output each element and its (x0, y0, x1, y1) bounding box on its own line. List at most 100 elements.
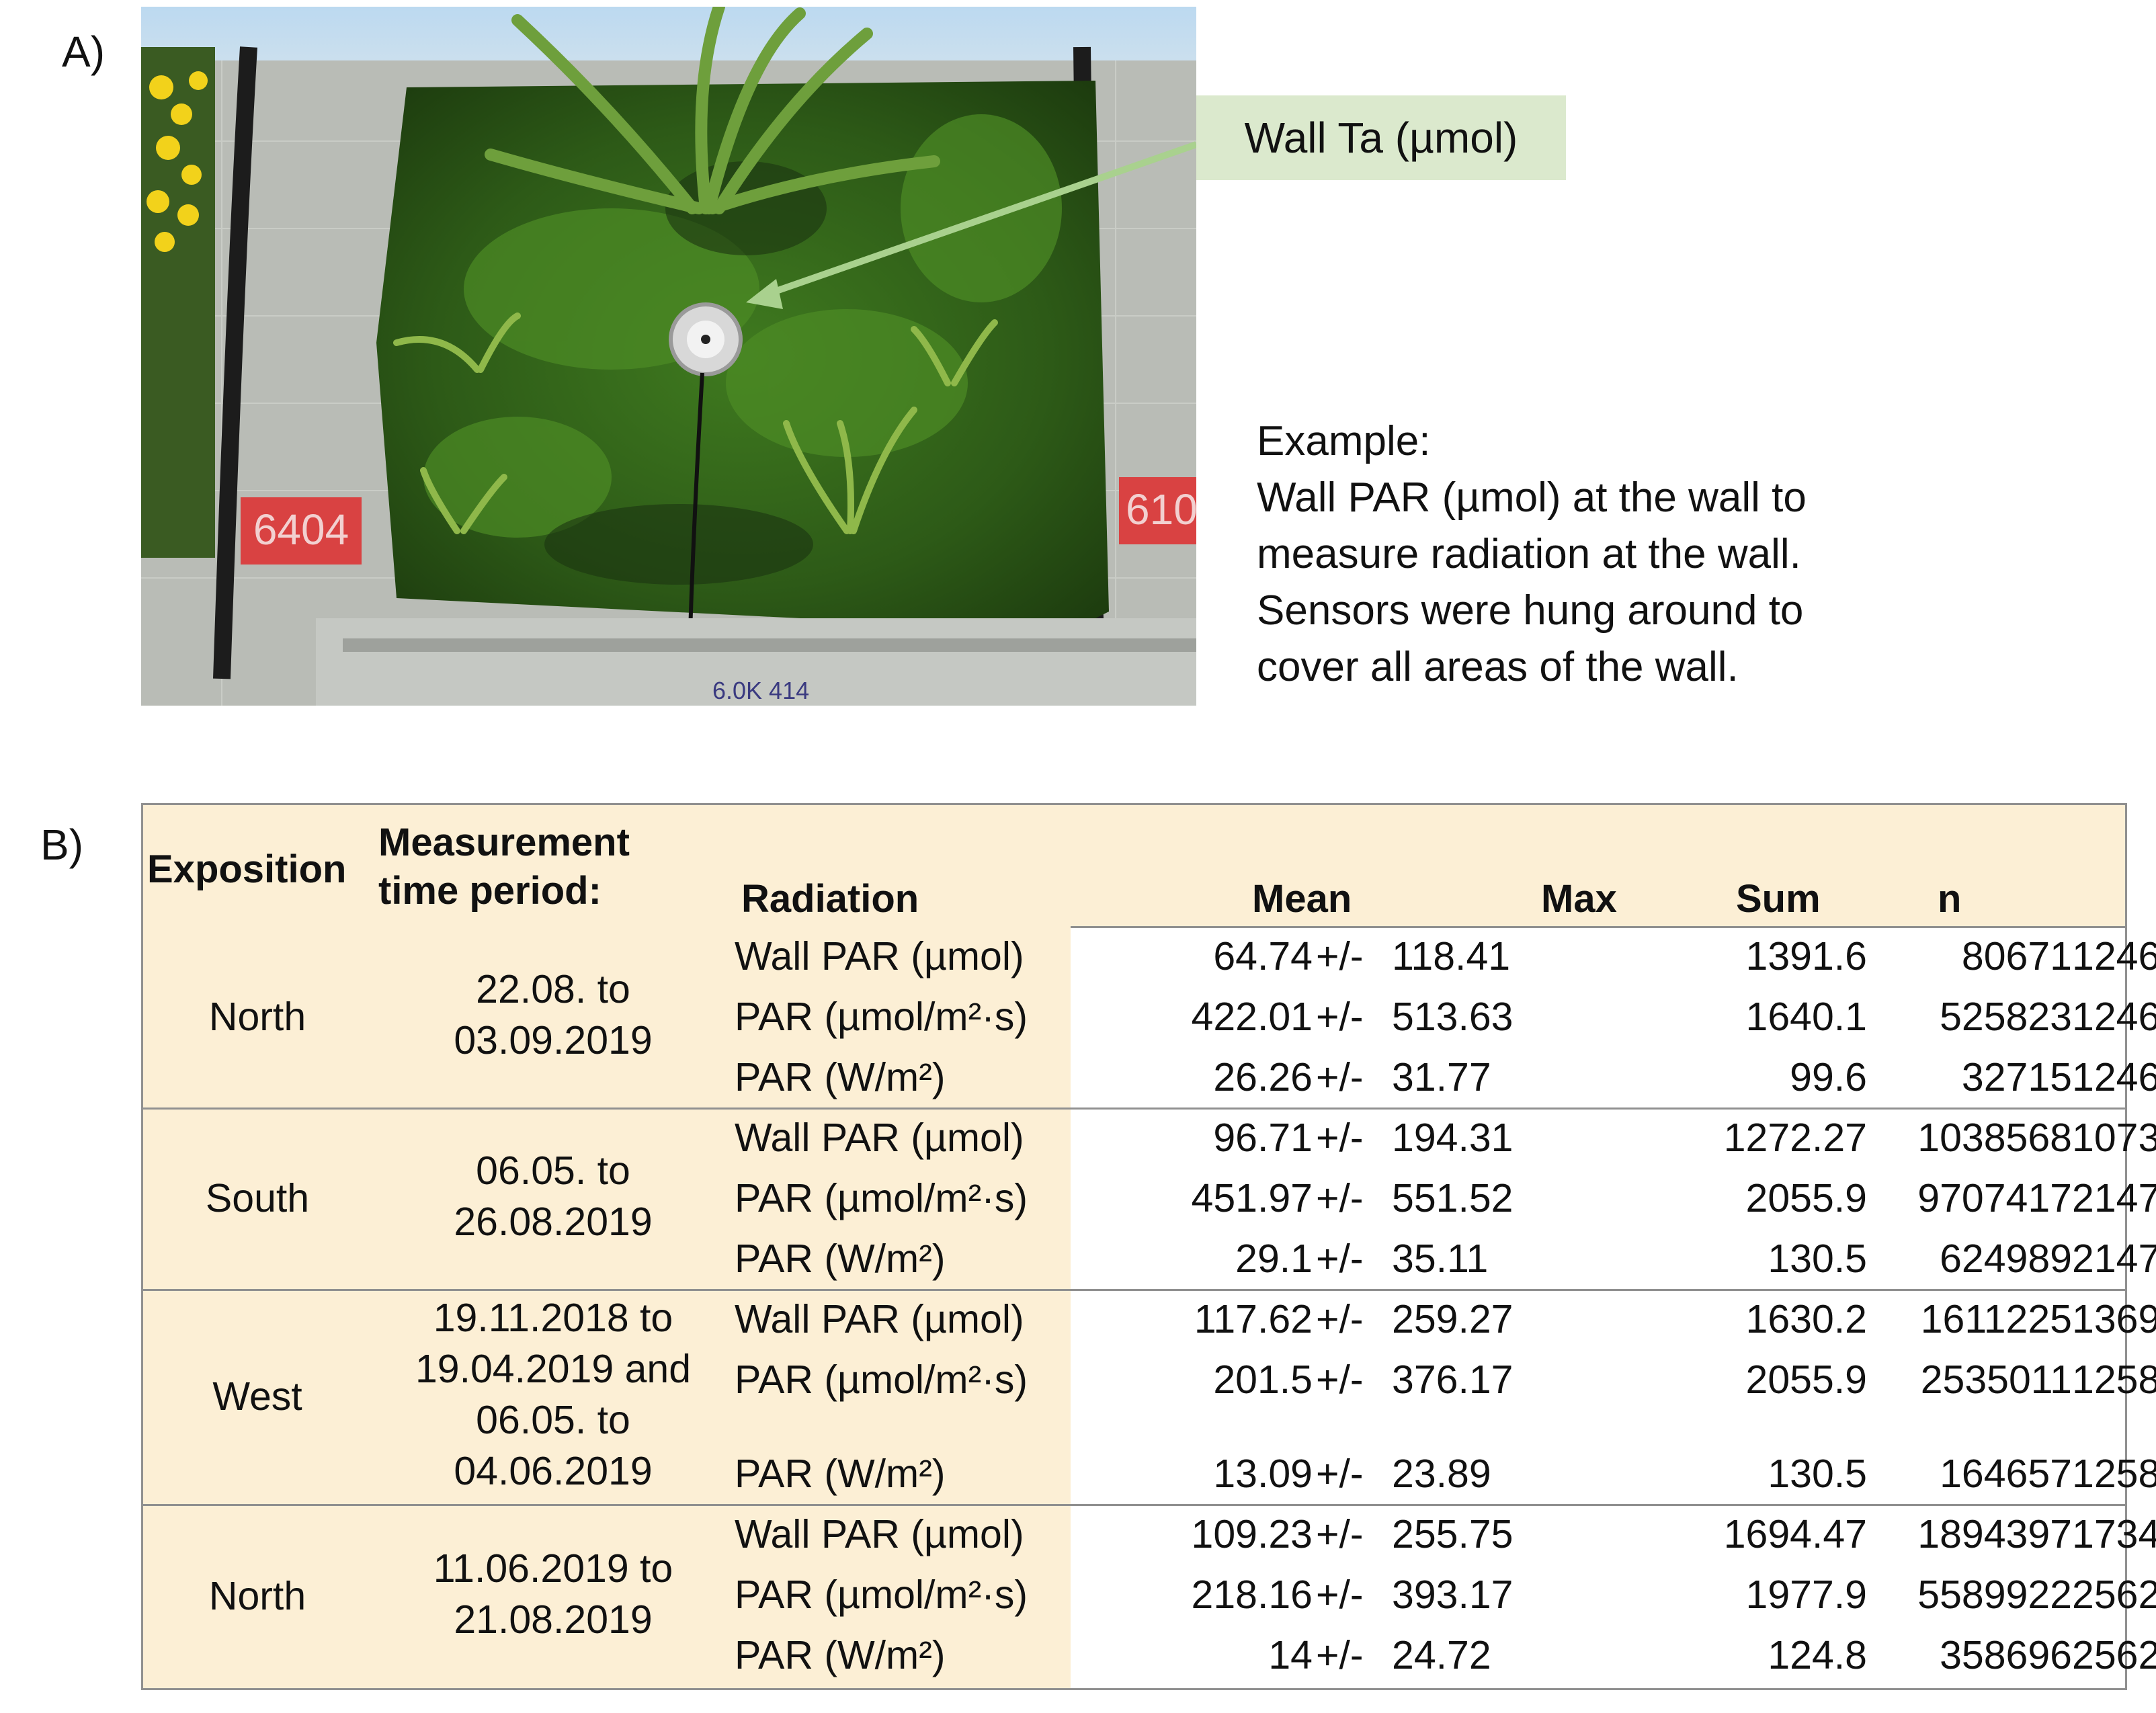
sd-cell: 259.27 (1392, 1297, 1514, 1341)
mean-cell: 218.16 (1191, 1573, 1313, 1617)
pm-cell: +/- (1316, 1237, 1364, 1281)
radiation-cell: PAR (µmol/m²·s) (735, 995, 1028, 1039)
sum-cell: 624989 (1940, 1237, 2072, 1281)
radiation-cell: PAR (W/m²) (735, 1055, 946, 1099)
period-cell: 22.08. to (476, 967, 630, 1011)
sum-cell: 80671 (1961, 934, 2072, 978)
pm-cell: +/- (1316, 1055, 1364, 1099)
radiation-cell: PAR (µmol/m²·s) (735, 1176, 1028, 1220)
mean-cell: 422.01 (1191, 995, 1313, 1039)
radiation-cell: PAR (W/m²) (735, 1237, 946, 1281)
n-cell: 1246 (2072, 1055, 2156, 1099)
mean-cell: 96.71 (1213, 1116, 1313, 1160)
pm-cell: +/- (1316, 1357, 1364, 1402)
pm-cell: +/- (1316, 995, 1364, 1039)
table-header-bg (143, 805, 2125, 928)
sd-cell: 24.72 (1392, 1633, 1491, 1677)
exposition-cell: North (208, 995, 306, 1039)
sum-cell: 164657 (1940, 1452, 2072, 1496)
sign-610: 610 (1126, 485, 1196, 534)
sum-cell: 358696 (1940, 1633, 2072, 1677)
example-line: Wall PAR (µmol) at the wall to (1257, 474, 1807, 521)
sum-cell: 1894397 (1917, 1512, 2072, 1556)
panel-b-label: B) (40, 821, 83, 869)
period-cell: 21.08.2019 (454, 1597, 653, 1642)
n-cell: 1246 (2072, 934, 2156, 978)
group-divider (143, 1504, 2125, 1506)
max-cell: 1630.2 (1745, 1297, 1867, 1341)
sd-cell: 255.75 (1392, 1512, 1514, 1556)
max-cell: 2055.9 (1745, 1357, 1867, 1402)
pm-cell: +/- (1316, 1573, 1364, 1617)
max-cell: 1694.47 (1723, 1512, 1867, 1556)
max-cell: 1391.6 (1745, 934, 1867, 978)
sum-cell: 32715 (1961, 1055, 2072, 1099)
radiation-cell: PAR (µmol/m²·s) (735, 1573, 1028, 1617)
sd-cell: 513.63 (1392, 995, 1514, 1039)
mean-cell: 13.09 (1213, 1452, 1313, 1496)
table-left-bg (143, 926, 1071, 1688)
pm-cell: +/- (1316, 1176, 1364, 1220)
group-divider (143, 1108, 2125, 1110)
mean-cell: 29.1 (1235, 1237, 1313, 1281)
header-n: n (1938, 877, 1962, 921)
sd-cell: 23.89 (1392, 1452, 1491, 1496)
sd-cell: 551.52 (1392, 1176, 1514, 1220)
sum-cell: 2535011 (1920, 1357, 2072, 1402)
period-cell: 06.05. to (476, 1398, 630, 1442)
n-cell: 12581 (2072, 1357, 2156, 1402)
exposition-cell: South (205, 1176, 310, 1220)
mean-cell: 109.23 (1191, 1512, 1313, 1556)
sum-cell: 1611225 (1920, 1297, 2072, 1341)
n-cell: 17343 (2072, 1512, 2156, 1556)
example-line: Example: (1257, 418, 1431, 464)
sum-cell: 525823 (1940, 995, 2072, 1039)
max-cell: 130.5 (1768, 1237, 1867, 1281)
sum-cell: 9707417 (1917, 1176, 2072, 1220)
sd-cell: 118.41 (1392, 934, 1511, 978)
n-cell: 1246 (2072, 995, 2156, 1039)
period-cell: 26.08.2019 (454, 1200, 653, 1244)
radiation-cell: PAR (W/m²) (735, 1452, 946, 1496)
mean-cell: 201.5 (1213, 1357, 1313, 1402)
max-cell: 2055.9 (1745, 1176, 1867, 1220)
pm-cell: +/- (1316, 1116, 1364, 1160)
period-cell: 06.05. to (476, 1148, 630, 1193)
n-cell: 12581 (2072, 1452, 2156, 1496)
header-radiation: Radiation (741, 877, 919, 921)
green-wall-photo: 6.0K 414 6404 610 (141, 7, 1196, 706)
example-line: Sensors were hung around to (1257, 587, 1804, 634)
max-cell: 1640.1 (1745, 995, 1867, 1039)
max-cell: 1272.27 (1723, 1116, 1867, 1160)
n-cell: 21478 (2072, 1237, 2156, 1281)
period-cell: 11.06.2019 to (433, 1546, 673, 1591)
mean-cell: 64.74 (1213, 934, 1313, 978)
exposition-cell: North (208, 1574, 306, 1618)
max-cell: 124.8 (1768, 1633, 1867, 1677)
mean-cell: 26.26 (1213, 1055, 1313, 1099)
n-cell: 21478 (2072, 1176, 2156, 1220)
mean-cell: 451.97 (1191, 1176, 1313, 1220)
header-mean: Mean (1252, 877, 1352, 921)
n-cell: 25623 (2072, 1633, 2156, 1677)
n-cell: 10739 (2072, 1116, 2156, 1160)
header-period-line2: time period: (378, 869, 602, 913)
radiation-cell: Wall PAR (µmol) (735, 1116, 1024, 1160)
green-wall-illustration: 6.0K 414 6404 610 (141, 7, 1196, 706)
period-cell: 19.04.2019 and (415, 1347, 692, 1391)
radiation-cell: PAR (µmol/m²·s) (735, 1357, 1028, 1402)
sd-cell: 393.17 (1392, 1573, 1514, 1617)
period-cell: 04.06.2019 (454, 1449, 653, 1493)
pm-cell: +/- (1316, 934, 1364, 978)
exposition-cell: West (212, 1374, 302, 1419)
sd-cell: 35.11 (1392, 1237, 1489, 1281)
panel-a-label: A) (62, 28, 105, 76)
header-sum: Sum (1736, 877, 1821, 921)
sd-cell: 194.31 (1392, 1116, 1514, 1160)
radiation-cell: Wall PAR (µmol) (735, 1297, 1024, 1341)
pm-cell: +/- (1316, 1297, 1364, 1341)
sd-cell: 31.77 (1392, 1055, 1491, 1099)
max-cell: 1977.9 (1745, 1573, 1867, 1617)
sensor-callout: Wall Ta (µmol) (1196, 95, 1566, 180)
max-cell: 99.6 (1790, 1055, 1867, 1099)
